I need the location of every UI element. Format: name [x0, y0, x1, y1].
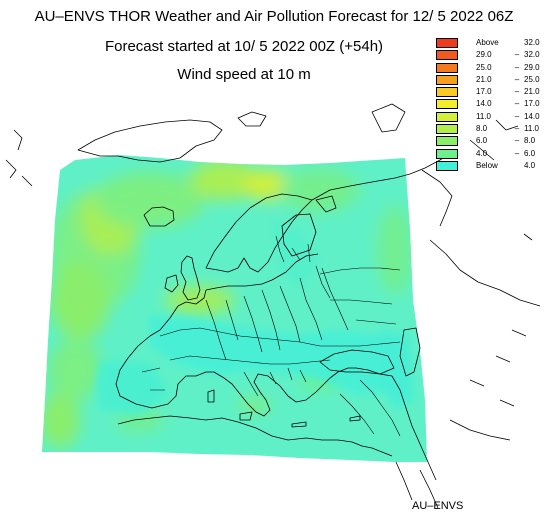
legend-range-end: 6.0 [524, 148, 536, 158]
legend-label: 14.0 –17.0 [476, 98, 540, 110]
legend-swatch [436, 38, 458, 48]
arctic-fragments [5, 119, 519, 187]
legend-range-end: 4.0 [524, 160, 536, 170]
legend-label: 29.0 –32.0 [476, 49, 540, 61]
white-sea-coast [315, 195, 337, 213]
uk-coast [180, 255, 201, 301]
legend-item: 11.0 –14.0 [436, 111, 546, 123]
legend-label: Above 32.0 [476, 37, 540, 49]
north-africa-coast [117, 415, 393, 457]
legend-item: Above 32.0 [436, 37, 546, 49]
middle-east-coast [391, 375, 437, 481]
legend-range-end: 29.0 [524, 62, 540, 72]
legend-separator: – [514, 136, 520, 146]
legend-range-end: 32.0 [524, 38, 540, 47]
legend-swatch [436, 148, 458, 159]
legend-range-end: 25.0 [524, 74, 540, 84]
legend-swatch [436, 87, 458, 98]
caspian-coast [399, 327, 421, 377]
sicily-coast [239, 411, 253, 421]
legend-range-end: 14.0 [524, 111, 540, 121]
coastlines [5, 103, 541, 509]
legend-separator: – [514, 99, 520, 109]
legend-label: 11.0 –14.0 [476, 111, 540, 123]
legend-range-end: 8.0 [524, 136, 536, 146]
legend-swatch [436, 160, 458, 171]
legend-swatch [436, 111, 458, 122]
legend-range-end: 32.0 [524, 50, 540, 60]
country-borders [141, 235, 401, 437]
greenland-coast [77, 119, 223, 163]
legend-label: Below 4.0 [476, 160, 535, 172]
legend-swatch [436, 124, 458, 135]
legend-range-end: 21.0 [524, 87, 540, 97]
legend-range-start: 14.0 [476, 99, 492, 109]
forecast-start-label: Forecast started at 10/ 5 2022 00Z (+54h… [104, 38, 384, 55]
legend-range-start: 4.0 [476, 148, 488, 158]
legend-item: 6.0 –8.0 [436, 135, 546, 147]
crete-coast [291, 421, 307, 428]
chart-title: AU–ENVS THOR Weather and Air Pollution F… [34, 8, 514, 25]
legend-item: Below 4.0 [436, 160, 546, 172]
legend-label: 25.0 –29.0 [476, 62, 540, 74]
legend-range-start: 17.0 [476, 87, 492, 97]
wind-field [42, 155, 427, 462]
legend-item: 25.0 –29.0 [436, 62, 546, 74]
europe-mainland-coast [115, 253, 393, 417]
iceland-coast [143, 206, 175, 227]
legend-range-start: 8.0 [476, 124, 488, 134]
cyprus-coast [349, 415, 361, 422]
legend-swatch [436, 99, 458, 110]
scandinavia-coast [205, 193, 313, 273]
legend-separator: – [514, 111, 520, 121]
legend-range-start: Above [476, 38, 499, 47]
legend-separator: – [514, 74, 520, 84]
ireland-coast [164, 274, 179, 293]
legend-range-start: 29.0 [476, 50, 492, 60]
russia-north-coast [311, 149, 456, 201]
sardinia-coast [207, 389, 215, 403]
color-legend: Above 32.0 29.0–32.0 25.0–29.0 21.0–25.0 17.0… [436, 37, 546, 172]
east-coast-fragments [421, 169, 541, 307]
calm-land-areas [95, 220, 415, 415]
legend-separator: – [514, 148, 520, 158]
legend-item: 8.0 –11.0 [436, 123, 546, 135]
variable-label: Wind speed at 10 m [177, 66, 311, 83]
legend-label: 4.0 –6.0 [476, 148, 535, 160]
legend-range-start: 11.0 [476, 111, 491, 121]
legend-item: 4.0 –6.0 [436, 148, 546, 160]
legend-item: 17.0 –21.0 [436, 86, 546, 98]
legend-separator: – [514, 62, 520, 72]
scattered-islands [469, 233, 533, 407]
red-sea-coast [395, 461, 439, 509]
gulf-coast [449, 419, 511, 441]
legend-swatch [436, 74, 458, 85]
black-sea-coast [319, 349, 395, 375]
legend-swatch [436, 62, 458, 73]
legend-range-start: Below [476, 160, 498, 170]
novaya-zemlya-coast [371, 103, 406, 133]
legend-label: 8.0 –11.0 [476, 123, 539, 135]
legend-swatch [436, 50, 458, 61]
legend-swatch [436, 136, 458, 147]
legend-separator: – [514, 124, 520, 134]
wind-field-patches [42, 160, 413, 448]
legend-item: 14.0 –17.0 [436, 98, 546, 110]
legend-range-end: 17.0 [524, 99, 540, 109]
legend-item: 29.0 –32.0 [436, 49, 546, 61]
legend-range-start: 25.0 [476, 62, 492, 72]
legend-label: 21.0 –25.0 [476, 74, 540, 86]
finland-coast [281, 213, 317, 257]
legend-separator: – [514, 50, 520, 60]
legend-range-end: 11.0 [524, 124, 539, 134]
legend-label: 17.0 –21.0 [476, 86, 540, 98]
legend-range-start: 6.0 [476, 136, 488, 146]
footer-credit: AU–ENVS [412, 500, 464, 512]
legend-item: 21.0 –25.0 [436, 74, 546, 86]
legend-range-start: 21.0 [476, 74, 492, 84]
svalbard-coast [237, 111, 267, 127]
legend-label: 6.0 –8.0 [476, 135, 535, 147]
legend-separator: – [514, 87, 520, 97]
